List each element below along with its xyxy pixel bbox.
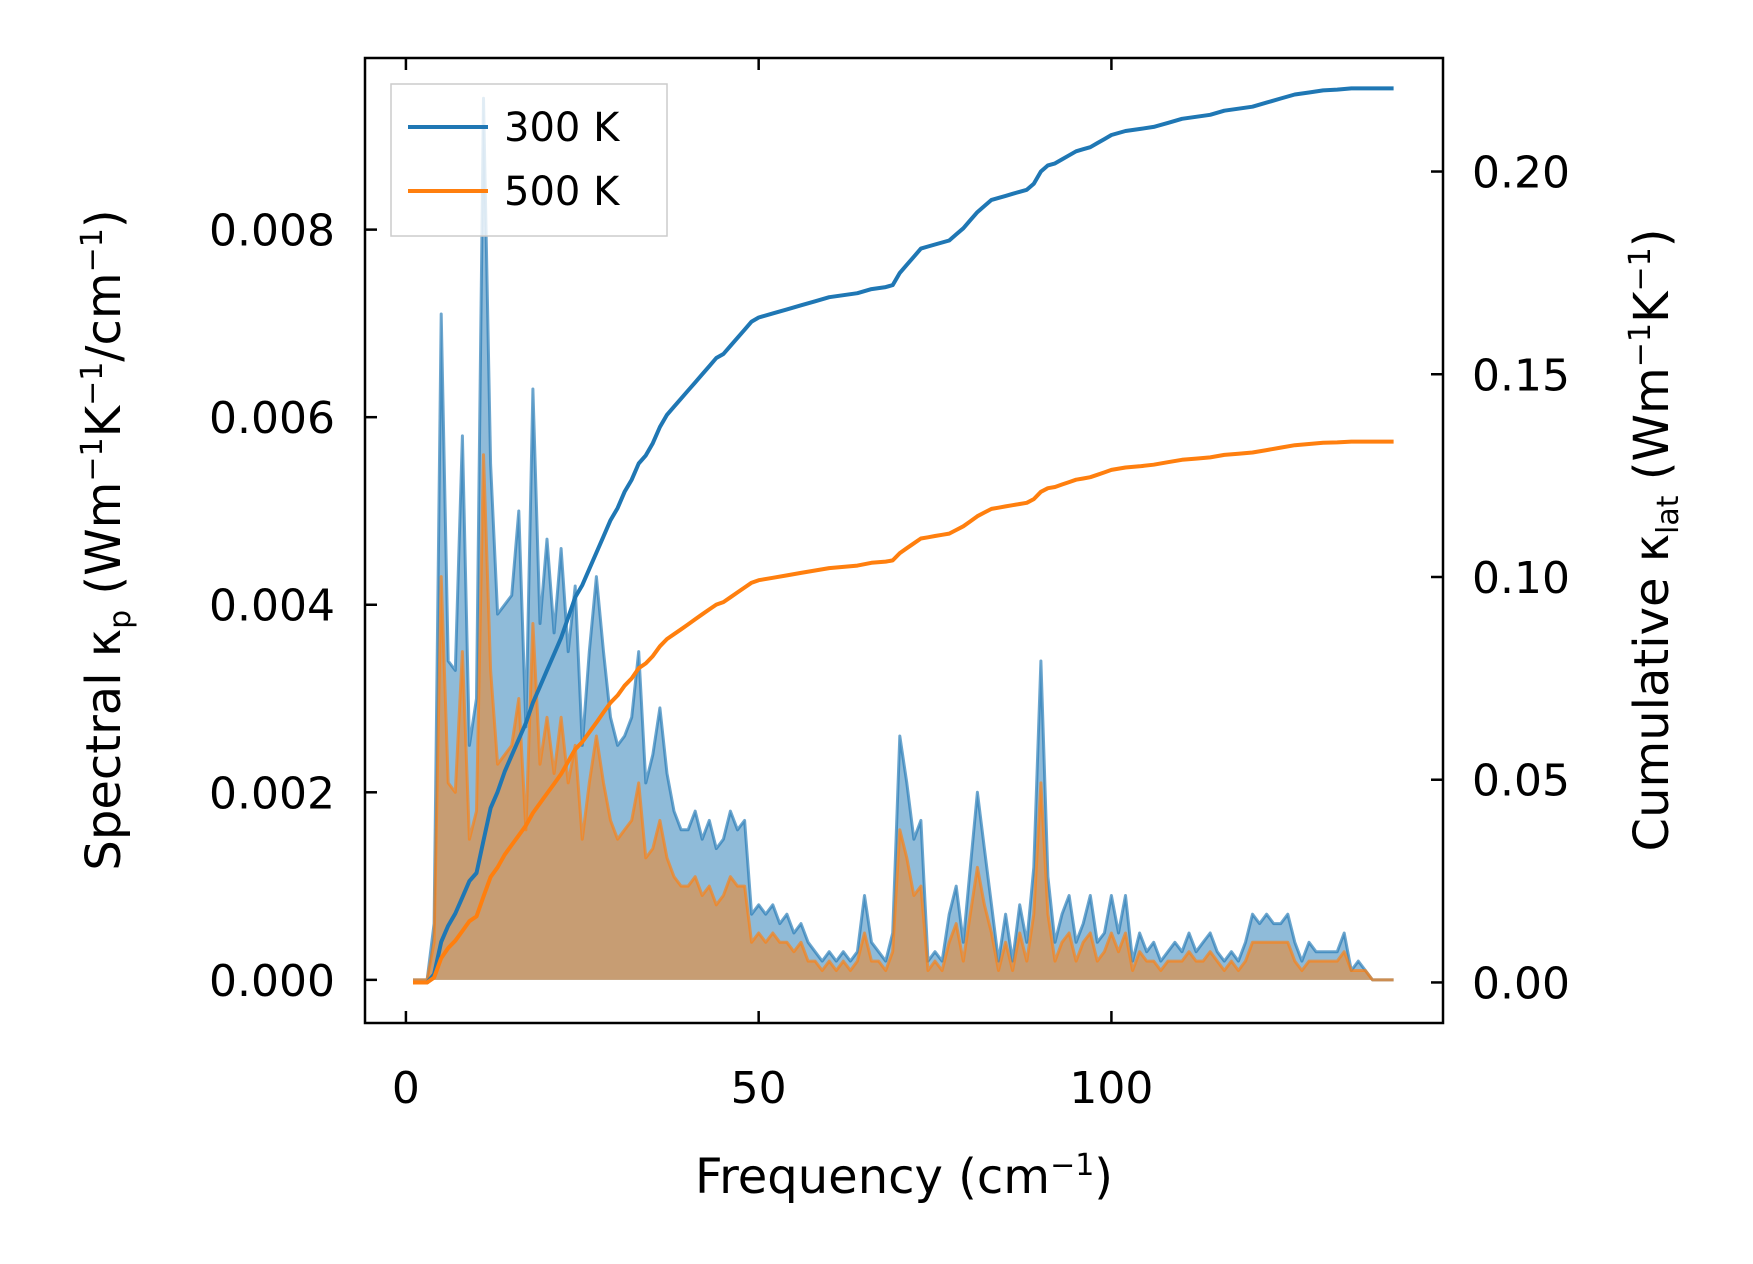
y-axis-left-label: Spectral κp (Wm−1K−1/cm−1) [75,209,138,870]
cumulative-line-layer [413,86,1394,985]
y-tick-label-right: 0.10 [1472,553,1570,604]
cumulative-line-300k [413,86,1394,985]
y-axis-right-label: Cumulative κlat (Wm−1K−1) [1623,229,1686,852]
y-tick-label-right: 0.00 [1472,958,1570,1009]
y-tick-label-right: 0.05 [1472,756,1570,807]
y-tick-label-right: 0.20 [1472,148,1570,199]
plot-frame [363,56,1445,1025]
axis-ticks: 0 50 100 0.000 0.002 0.004 0.006 0.008 0.00 0.05 0… [209,58,1570,1114]
cumulative-line-500k [413,439,1394,985]
y-tick-label-left: 0.006 [209,393,335,444]
y-tick-label-left: 0.000 [209,956,335,1007]
y-tick-label-left: 0.002 [209,768,335,819]
legend-label-300k: 300 K [504,105,621,151]
x-axis-label: Frequency (cm−1) [695,1148,1113,1205]
x-tick-label: 100 [1069,1063,1153,1114]
spectral-line-300k [413,96,1394,982]
legend: 300 K 500 K [390,83,668,237]
legend-box [390,83,668,237]
x-tick-label: 0 [392,1063,420,1114]
legend-label-500k: 500 K [504,169,621,215]
y-tick-label-left: 0.004 [209,581,335,632]
spectral-line-500k [413,453,1394,982]
spectral-fill-layer [413,96,1394,982]
spectral-area-500k [413,454,1394,980]
y-tick-label-right: 0.15 [1472,350,1570,401]
spectral-area-300k [413,98,1394,980]
y-tick-label-left: 0.008 [209,206,335,257]
x-tick-label: 50 [731,1063,787,1114]
